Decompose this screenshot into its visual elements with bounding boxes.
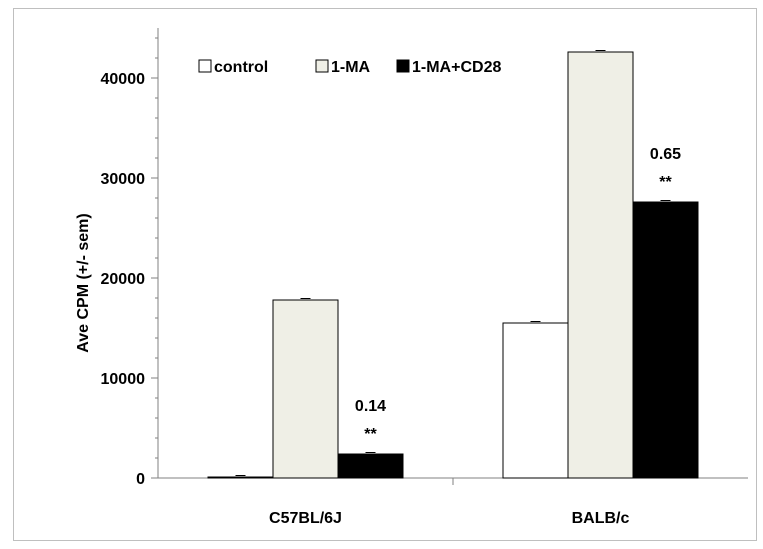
annotations: 0.14 ** 0.65 **	[355, 146, 681, 443]
x-category-label: BALB/c	[572, 510, 630, 527]
x-category-label: C57BL/6J	[269, 510, 342, 527]
bar-control	[207, 476, 274, 479]
y-tick-label: 10000	[101, 371, 146, 388]
y-axis-title: Ave CPM (+/- sem)	[75, 213, 92, 352]
annotation-significance: **	[659, 174, 672, 191]
legend: control 1-MA 1-MA+CD28	[198, 59, 501, 76]
bar-1-ma	[272, 299, 339, 479]
y-tick-label: 30000	[101, 171, 146, 188]
bars	[207, 50, 699, 479]
legend-swatch	[315, 59, 329, 73]
y-tick-label: 40000	[101, 71, 146, 88]
bar-1-ma-cd28	[632, 201, 699, 479]
bar-control	[502, 322, 569, 479]
legend-label: 1-MA	[331, 59, 371, 76]
axes: 0 10000 20000 30000 40000 C57BL/6J BALB/c	[101, 28, 748, 527]
annotation-value: 0.65	[650, 146, 681, 163]
legend-label: 1-MA+CD28	[412, 59, 501, 76]
chart-frame	[13, 8, 757, 541]
legend-label: control	[214, 59, 268, 76]
y-tick-label: 20000	[101, 271, 146, 288]
annotation-value: 0.14	[355, 398, 386, 415]
annotation-significance: **	[364, 426, 377, 443]
legend-swatch	[198, 59, 212, 73]
y-tick-label: 0	[136, 471, 145, 488]
legend-swatch	[396, 59, 410, 73]
bar-1-ma	[567, 51, 634, 479]
bar-1-ma-cd28	[337, 453, 404, 479]
